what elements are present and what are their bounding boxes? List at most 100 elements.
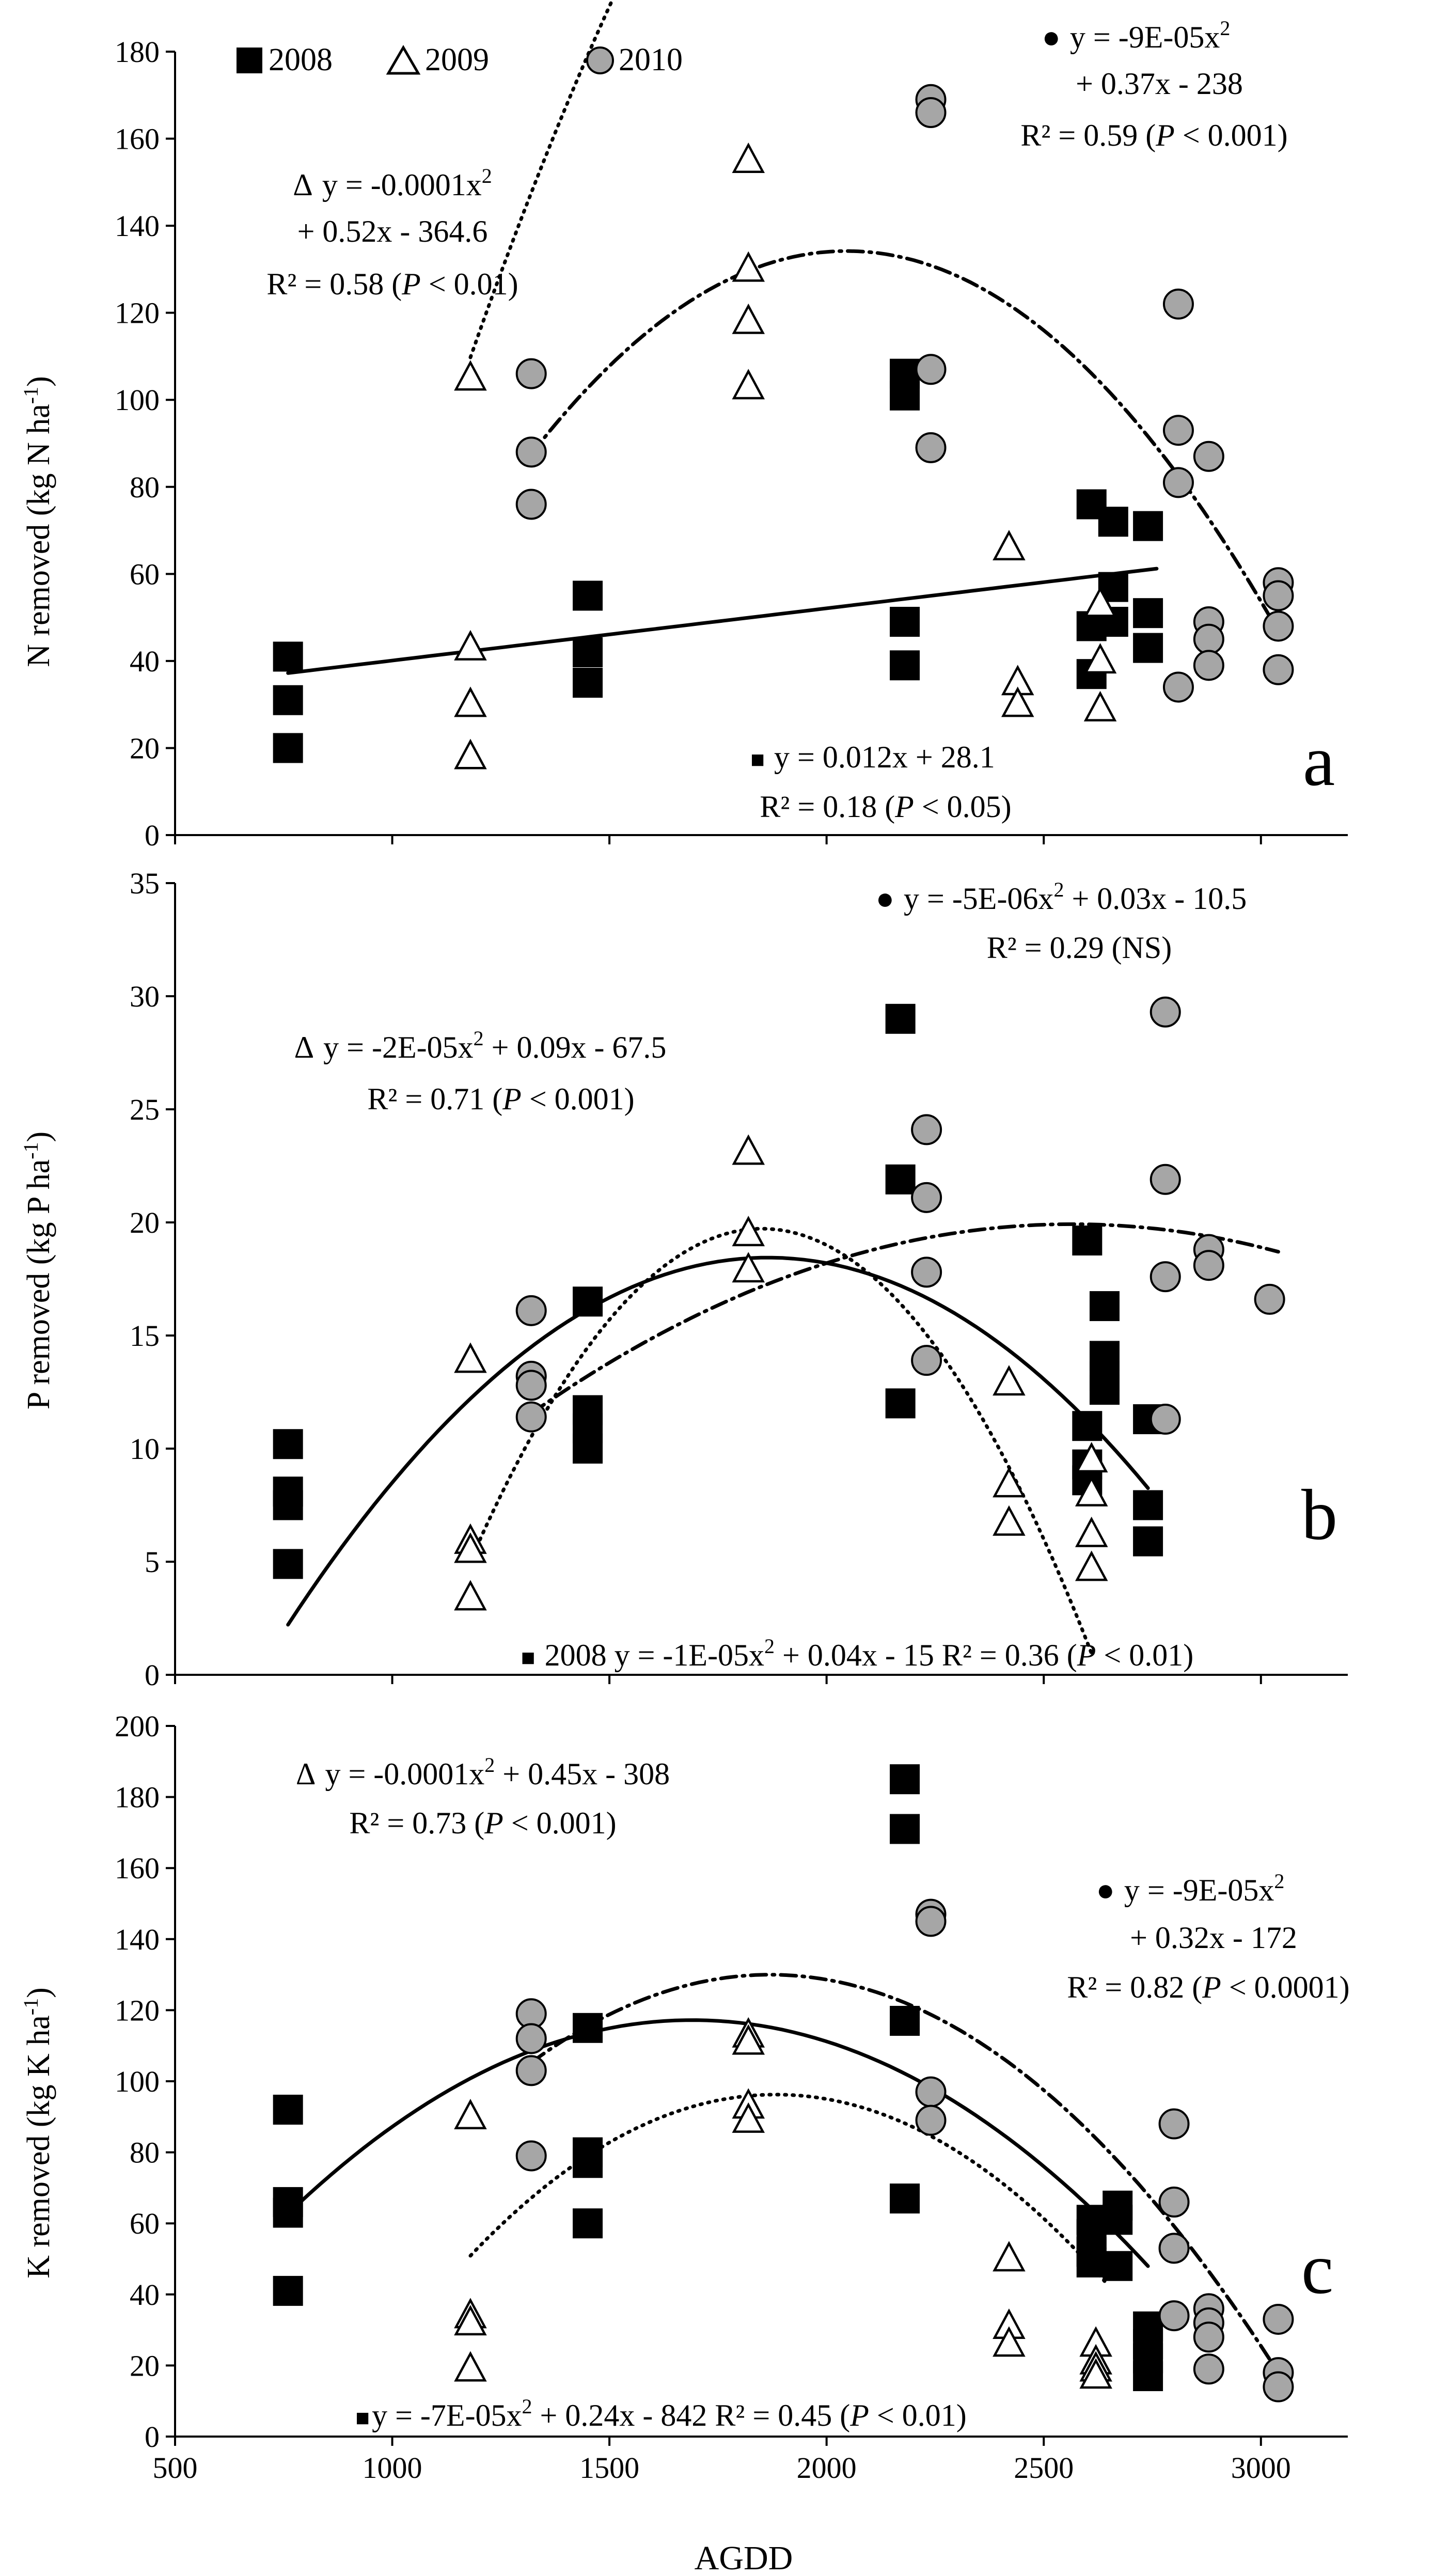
panel-b-point-2010: [515, 1401, 547, 1433]
panel-a-point-2009: [732, 251, 765, 282]
panel-a-point-2009: [1083, 586, 1117, 617]
panel-c-x-tick-label: 3000: [1231, 2451, 1291, 2485]
panel-a-y-axis-label: N removed (kg N ha-1): [19, 376, 56, 667]
panel-b-y-tick-label: 5: [145, 1545, 160, 1579]
panel-a-point-2010: [915, 97, 947, 128]
panel-b-point-2010: [515, 1370, 547, 1401]
panel-c-point-2010: [1158, 2233, 1190, 2264]
legend-2008-label: 2008: [269, 42, 333, 77]
panel-a-fit-2008: [286, 567, 1159, 675]
panel-b-y-axis-label: P removed (kg P ha-1): [19, 1132, 56, 1409]
panel-b-y-tick-label: 35: [130, 867, 160, 900]
panel-a-point-2010: [515, 489, 547, 520]
panel-a-point-2009: [454, 739, 487, 769]
panel-a-y-tick-label: 180: [115, 35, 160, 69]
panel-a-point-2010: [1162, 415, 1194, 446]
panel-c-y-tick-label: 180: [115, 1781, 160, 1814]
panel-c-point-2010: [515, 2023, 547, 2054]
panel-c-point-2010: [515, 2055, 547, 2086]
panel-b-point-2010: [1193, 1250, 1224, 1281]
panel-a-point-2008: [890, 607, 920, 637]
panel-c-points: [273, 1764, 1294, 2402]
panel-c-fits: [286, 1973, 1280, 2375]
panel-c-y-tick-label: 100: [115, 2065, 160, 2098]
panel-b-point-2010: [911, 1345, 942, 1376]
panel-b-y-tick-label: 30: [130, 980, 160, 1013]
panel-c-point-2008: [1133, 2361, 1163, 2392]
panel-a-point-2008: [890, 650, 920, 681]
panel-c-point-2008: [890, 1814, 920, 1844]
panel-c-x-tick-label: 1000: [363, 2451, 422, 2485]
panel-c-point-2009: [1079, 2358, 1112, 2389]
eq-a-2008-line1: ■ y = 0.012x + 28.1: [750, 740, 995, 774]
panel-c-x-tick-label: 500: [153, 2451, 198, 2485]
x-axis-label: AGDD: [695, 2539, 793, 2576]
panel-b-point-2009: [454, 1580, 487, 1611]
panel-c-point-2010: [915, 1906, 947, 1937]
panel-a: 0 20 40 60 80 100 120 140 160 180 N removed (kg N…: [19, 0, 1348, 852]
panel-c-y-tick-label: 20: [130, 2349, 160, 2382]
panel-a-point-2008: [273, 685, 303, 715]
panel-b-point-2010: [515, 1295, 547, 1326]
panel-a-y-tick-label: 80: [130, 470, 160, 504]
panel-a-point-2008: [273, 641, 303, 672]
panel-b-point-2009: [1075, 1475, 1108, 1506]
panel-a-point-2010: [1193, 441, 1224, 472]
panel-b-point-2009: [454, 1342, 487, 1373]
panel-b-point-2008: [1089, 1291, 1120, 1322]
panel-c-axes: 0 20 40 60 80 100 120 140 160 180 200 500 1000 1500 20…: [115, 1709, 1348, 2485]
panel-b-point-2008: [1133, 1526, 1163, 1557]
panel-c-point-2008: [273, 2095, 303, 2125]
panel-b-point-2009: [732, 1134, 765, 1165]
panel-c: 0 20 40 60 80 100 120 140 160 180 200 500 1000 1500 20…: [19, 1709, 1350, 2485]
panel-a-point-2009: [1001, 686, 1034, 717]
eq-b-2009-line2: R² = 0.71 (P < 0.001): [367, 1082, 634, 1116]
panel-a-y-tick-label: 0: [145, 819, 160, 852]
panel-a-y-tick-label: 140: [115, 209, 160, 243]
panel-b-point-2009: [993, 1505, 1026, 1536]
panel-c-point-2008: [273, 2275, 303, 2306]
panel-a-point-2008: [1098, 507, 1128, 537]
panel-c-point-2008: [890, 1764, 920, 1795]
panel-b-points: [273, 996, 1285, 1611]
eq-c-2010-line1: ● y = -9E-05x2: [1096, 1870, 1285, 1907]
panel-c-y-tick-label: 140: [115, 1923, 160, 1956]
panel-a-y-tick-label: 120: [115, 296, 160, 330]
panel-a-point-2009: [454, 686, 487, 717]
panel-b-point-2010: [911, 1256, 942, 1288]
panel-a-point-2010: [1193, 650, 1224, 681]
eq-c-2010-line2: + 0.32x - 172: [1130, 1921, 1297, 1955]
panel-a-point-2010: [1263, 580, 1294, 611]
panel-b-point-2010: [911, 1182, 942, 1213]
eq-b-2010-line2: R² = 0.29 (NS): [987, 931, 1172, 965]
panel-a-y-tick-label: 20: [130, 731, 160, 765]
panel-b-point-2008: [1089, 1375, 1120, 1405]
panel-b-point-2008: [573, 1286, 603, 1317]
panel-a-fit-2009: [468, 0, 615, 359]
panel-c-point-2008: [573, 2013, 603, 2043]
panel-b: 0 5 10 15 20 25 30 35 P removed (kg P ha-1) ● y …: [19, 867, 1348, 1692]
panel-c-point-2009: [454, 2351, 487, 2382]
panel-a-point-2008: [1133, 633, 1163, 663]
panel-b-point-2008: [273, 1490, 303, 1520]
panel-c-letter: c: [1301, 2229, 1333, 2309]
panel-c-point-2009: [993, 2326, 1026, 2357]
panel-c-y-tick-label: 80: [130, 2136, 160, 2170]
panel-c-point-2009: [993, 2241, 1026, 2272]
panel-c-y-tick-label: 120: [115, 1993, 160, 2027]
panel-a-point-2009: [454, 360, 487, 391]
eq-b-2008-line1: ■ 2008 y = -1E-05x2 + 0.04x - 15 R² = 0.3…: [521, 1635, 1193, 1672]
panel-a-point-2010: [1162, 288, 1194, 320]
panel-c-point-2008: [573, 2148, 603, 2178]
panel-a-axes: 0 20 40 60 80 100 120 140 160 180: [115, 35, 1348, 852]
legend-2010-marker: [586, 46, 614, 74]
panel-a-points: [273, 84, 1294, 769]
panel-c-point-2008: [1103, 2205, 1133, 2235]
legend-2008-marker: [237, 48, 262, 73]
panel-a-point-2009: [993, 530, 1026, 561]
panel-b-y-tick-label: 0: [145, 1658, 160, 1692]
panel-c-fit-2010: [529, 1973, 1280, 2375]
panel-a-point-2010: [1162, 467, 1194, 498]
